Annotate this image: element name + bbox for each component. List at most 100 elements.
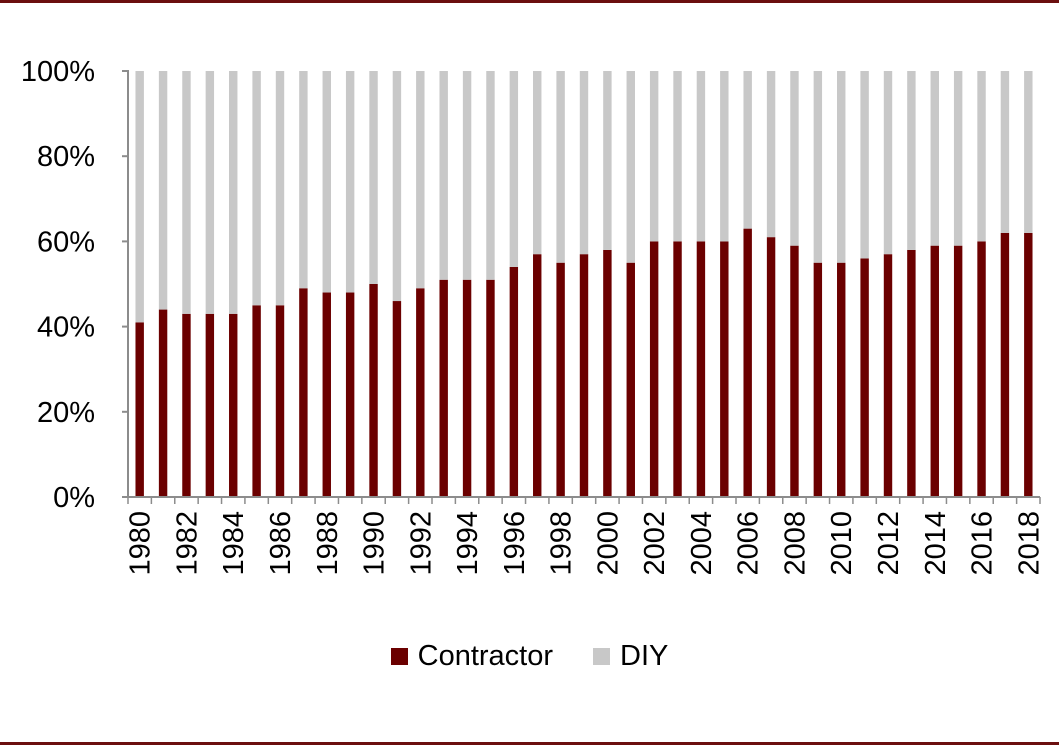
y-tick-label: 60% — [37, 226, 95, 258]
bar-diy-1997 — [533, 71, 542, 255]
y-tick-label: 0% — [53, 482, 95, 514]
bar-diy-2010 — [837, 71, 846, 263]
y-tick-label: 20% — [37, 397, 95, 429]
bar-diy-2008 — [790, 71, 799, 246]
bar-diy-2003 — [673, 71, 682, 242]
bar-contractor-1999 — [579, 254, 589, 497]
bar-diy-2016 — [977, 71, 986, 242]
bar-contractor-2011 — [860, 258, 869, 497]
bar-diy-2009 — [813, 71, 823, 263]
bar-diy-1988 — [322, 71, 331, 293]
bar-diy-2013 — [907, 71, 916, 250]
bar-contractor-1984 — [229, 313, 238, 497]
bar-contractor-2016 — [977, 241, 986, 497]
x-tick-label: 2014 — [920, 511, 952, 576]
bar-diy-1995 — [486, 71, 495, 280]
x-tick-label: 2008 — [779, 511, 811, 576]
bar-contractor-2000 — [603, 249, 612, 497]
x-tick-label: 2018 — [1013, 511, 1045, 576]
bar-contractor-2017 — [1000, 232, 1010, 497]
bar-contractor-2003 — [673, 241, 682, 497]
bar-diy-2000 — [603, 71, 612, 250]
x-tick-label: 1998 — [546, 511, 578, 576]
bar-contractor-2015 — [953, 245, 963, 497]
x-tick-label: 2010 — [826, 511, 858, 576]
bar-contractor-2007 — [766, 237, 776, 497]
bar-contractor-2012 — [883, 254, 893, 497]
x-tick-label: 2000 — [592, 511, 624, 576]
x-tick-label: 1996 — [499, 511, 531, 576]
bar-diy-2001 — [626, 71, 635, 263]
bar-diy-2006 — [743, 71, 752, 229]
bar-diy-1994 — [462, 71, 472, 280]
bar-diy-1999 — [579, 71, 589, 255]
bar-contractor-1988 — [322, 292, 331, 497]
bar-contractor-1989 — [345, 292, 355, 497]
bar-contractor-2010 — [837, 262, 846, 497]
bar-contractor-2002 — [649, 241, 659, 497]
bar-diy-1991 — [392, 71, 402, 302]
x-tick-label: 1986 — [265, 511, 297, 576]
bar-diy-2007 — [766, 71, 776, 238]
bar-diy-2012 — [883, 71, 893, 255]
bar-diy-1996 — [509, 71, 519, 267]
bar-contractor-1994 — [462, 279, 472, 497]
x-tick-label: 1982 — [171, 511, 203, 576]
bar-contractor-1995 — [486, 279, 495, 497]
top-rule — [0, 0, 1059, 3]
x-tick-label: 2004 — [686, 511, 718, 576]
bar-contractor-1986 — [275, 305, 285, 497]
y-tick-label: 100% — [21, 56, 95, 88]
bar-contractor-1981 — [158, 309, 168, 497]
bar-contractor-1983 — [205, 313, 215, 497]
bars-group — [135, 71, 1033, 497]
bar-diy-2011 — [860, 71, 869, 259]
bar-contractor-1998 — [556, 262, 565, 497]
bar-diy-2015 — [953, 71, 963, 246]
x-tick-label: 1980 — [125, 511, 157, 576]
bar-diy-1985 — [252, 71, 261, 306]
bar-contractor-2006 — [743, 228, 752, 497]
bar-diy-1982 — [182, 71, 191, 314]
legend: Contractor DIY — [0, 640, 1059, 673]
bar-diy-2004 — [696, 71, 706, 242]
bar-diy-1987 — [299, 71, 308, 289]
bar-contractor-2005 — [720, 241, 729, 497]
bar-diy-2017 — [1000, 71, 1010, 233]
bar-diy-1998 — [556, 71, 565, 263]
bar-contractor-2009 — [813, 262, 823, 497]
legend-swatch-diy — [593, 648, 611, 665]
bar-contractor-1985 — [252, 305, 261, 497]
x-tick-label: 1988 — [312, 511, 344, 576]
bottom-rule — [0, 742, 1059, 745]
bar-contractor-1987 — [299, 288, 308, 497]
x-tick-label: 1990 — [359, 511, 391, 576]
bar-diy-2005 — [720, 71, 729, 242]
x-tick-label: 2016 — [967, 511, 999, 576]
bar-contractor-1992 — [416, 288, 425, 497]
bar-diy-2014 — [930, 71, 939, 246]
bar-diy-1990 — [369, 71, 378, 284]
bar-diy-1983 — [205, 71, 215, 314]
bar-contractor-2008 — [790, 245, 799, 497]
bar-contractor-2004 — [696, 241, 706, 497]
legend-item-diy: DIY — [593, 640, 668, 673]
x-tick-label: 1994 — [452, 511, 484, 576]
bar-contractor-2014 — [930, 245, 939, 497]
bar-contractor-2013 — [907, 249, 916, 497]
bar-diy-2018 — [1024, 71, 1033, 233]
x-tick-label: 1984 — [218, 511, 250, 576]
bar-diy-1992 — [416, 71, 425, 289]
x-tick-label: 1992 — [405, 511, 437, 576]
bar-diy-1986 — [275, 71, 285, 306]
legend-item-contractor: Contractor — [390, 640, 553, 673]
x-tick-label: 2012 — [873, 511, 905, 576]
bar-contractor-1991 — [392, 301, 402, 497]
bar-diy-1993 — [439, 71, 448, 280]
x-tick-label: 2002 — [639, 511, 671, 576]
stacked-bar-chart: 0% 20% 40% 60% 80% 100% 1980 1982 1984 1986 1988 19… — [21, 56, 1045, 576]
bar-diy-1981 — [158, 71, 168, 310]
x-tick-label: 2006 — [733, 511, 765, 576]
bar-contractor-1980 — [135, 322, 144, 497]
legend-swatch-contractor — [390, 648, 408, 665]
